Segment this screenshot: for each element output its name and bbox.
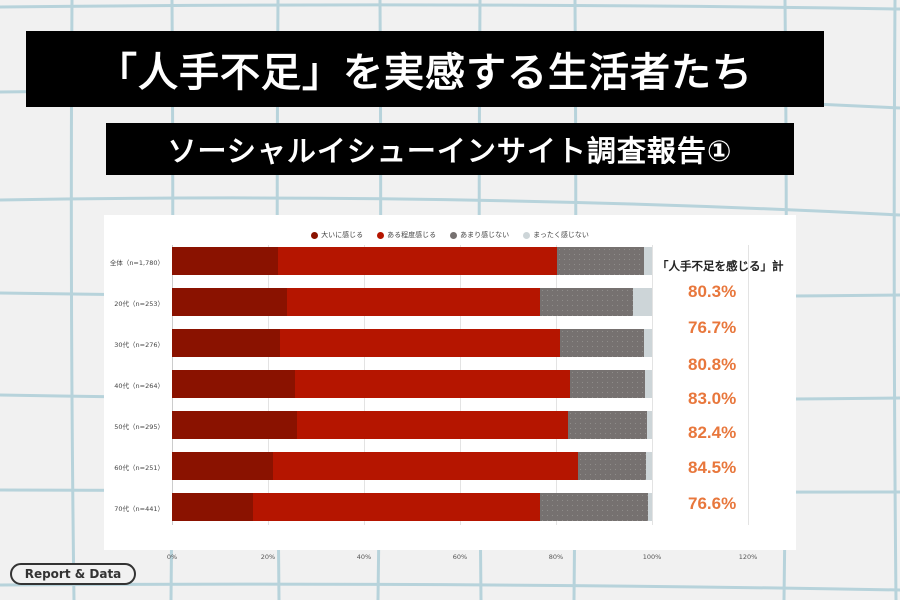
bar-segment — [172, 329, 280, 357]
x-tick-label: 100% — [642, 553, 662, 561]
bar-segment — [172, 370, 296, 398]
bar-segment — [646, 452, 652, 480]
report-data-badge: Report & Data — [10, 563, 136, 585]
legend-dot-icon — [311, 231, 319, 239]
plot-area: 0% 20% 40% 60% 80% 100% 120% 全体（n=1,780） 20代（n=2… — [110, 245, 757, 561]
x-tick-label: 20% — [260, 553, 276, 561]
bar-row — [172, 247, 652, 275]
legend-dot-icon — [377, 231, 385, 239]
total-value: 82.4% — [688, 423, 737, 442]
bar-segment — [172, 452, 273, 480]
bar-segment — [272, 452, 578, 480]
bar-row — [172, 329, 652, 357]
bar-segment — [647, 493, 652, 521]
bar-segment — [278, 247, 558, 275]
legend-label: あまり感じない — [460, 231, 510, 239]
bar-segment — [557, 247, 644, 275]
bar-row — [172, 452, 652, 480]
legend-label: まったく感じない — [533, 231, 589, 239]
bar-segment — [279, 329, 560, 357]
total-value: 76.6% — [688, 494, 737, 513]
bar-segment — [172, 493, 254, 521]
bar-segment — [539, 493, 648, 521]
bar-segment — [295, 370, 571, 398]
bar-segment — [172, 288, 288, 316]
bar-segment — [567, 411, 648, 439]
legend-label: 大いに感じる — [321, 231, 364, 239]
category-label: 60代（n=251） — [114, 464, 164, 472]
bar-segment — [577, 452, 647, 480]
page-title: 「人手不足」を実感する生活者たち — [26, 31, 824, 107]
category-label: 30代（n=276） — [114, 341, 164, 349]
legend-item: ある程度感じる — [377, 230, 436, 240]
bar-row — [172, 288, 652, 316]
bar-segment — [647, 411, 652, 439]
total-value: 80.8% — [688, 355, 737, 374]
bar-segment — [643, 329, 652, 357]
total-value: 80.3% — [688, 282, 737, 301]
category-label: 40代（n=264） — [114, 382, 164, 390]
total-value: 84.5% — [688, 458, 737, 477]
bar-row — [172, 411, 652, 439]
total-value: 83.0% — [688, 389, 737, 408]
x-tick-label: 120% — [738, 553, 758, 561]
legend-item: 大いに感じる — [311, 230, 363, 240]
total-value: 76.7% — [688, 318, 737, 337]
gridline — [748, 245, 749, 525]
totals-header: 「人手不足を感じる」計 — [657, 259, 784, 273]
bar-row — [172, 370, 652, 398]
legend-item: まったく感じない — [523, 230, 589, 240]
category-label: 70代（n=441） — [114, 505, 164, 513]
bar-segment — [172, 247, 279, 275]
category-label: 50代（n=295） — [114, 423, 164, 431]
legend-item: あまり感じない — [450, 230, 509, 240]
x-tick-label: 0% — [166, 553, 178, 561]
bar-segment — [287, 288, 541, 316]
legend-dot-icon — [523, 231, 531, 239]
category-label: 20代（n=253） — [114, 300, 164, 308]
bar-row — [172, 493, 652, 521]
bar-segment — [297, 411, 568, 439]
x-tick-label: 60% — [452, 553, 468, 561]
bar-segment — [632, 288, 652, 316]
x-tick-label: 80% — [548, 553, 564, 561]
category-label: 全体（n=1,780） — [109, 259, 164, 267]
page-subtitle: ソーシャルイシューインサイト調査報告① — [106, 123, 794, 175]
bar-segment — [643, 247, 652, 275]
gridline — [652, 245, 653, 525]
chart-card: 大いに感じる ある程度感じる あまり感じない まったく感じない 0% 20% 40% 60%… — [104, 215, 796, 561]
bar-segment — [644, 370, 652, 398]
bar-segment — [172, 411, 298, 439]
x-tick-label: 40% — [356, 553, 372, 561]
bar-segment — [253, 493, 540, 521]
chart-legend: 大いに感じる ある程度感じる あまり感じない まったく感じない — [104, 230, 796, 240]
bar-segment — [559, 329, 644, 357]
legend-label: ある程度感じる — [387, 231, 437, 239]
bar-segment — [570, 370, 645, 398]
bar-segment — [540, 288, 633, 316]
legend-dot-icon — [450, 231, 458, 239]
